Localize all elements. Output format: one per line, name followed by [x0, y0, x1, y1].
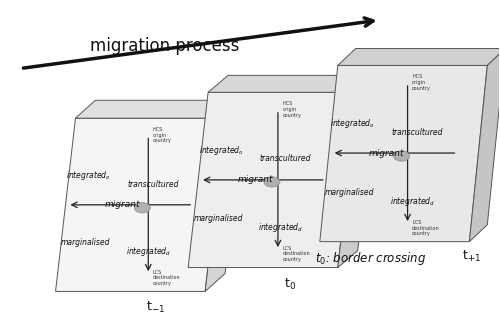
Text: transcultured: transcultured [260, 155, 311, 163]
Text: transcultured: transcultured [392, 128, 443, 137]
Text: integrated$_d$: integrated$_d$ [126, 245, 171, 258]
Polygon shape [56, 118, 225, 292]
Polygon shape [470, 49, 500, 242]
Text: integrated$_o$: integrated$_o$ [66, 169, 111, 182]
Polygon shape [205, 100, 245, 292]
Circle shape [264, 177, 280, 187]
Polygon shape [208, 75, 378, 92]
Text: LCS
destination
country: LCS destination country [282, 246, 310, 262]
Text: t$_{-1}$: t$_{-1}$ [146, 300, 165, 315]
Text: t$_{+1}$: t$_{+1}$ [462, 249, 481, 264]
Text: $t_0$: border crossing: $t_0$: border crossing [315, 250, 426, 267]
Text: LCS
destination
country: LCS destination country [153, 270, 180, 286]
Text: migrant: migrant [369, 148, 404, 157]
Polygon shape [320, 65, 488, 242]
Text: HCS
origin
country: HCS origin country [282, 101, 302, 118]
Text: integrated$_o$: integrated$_o$ [330, 117, 375, 130]
Text: integrated$_o$: integrated$_o$ [198, 144, 244, 156]
Text: integrated$_d$: integrated$_d$ [390, 195, 435, 208]
Text: LCS
destination
country: LCS destination country [412, 220, 440, 237]
Text: HCS
origin
country: HCS origin country [412, 74, 431, 91]
Text: t$_{0}$: t$_{0}$ [284, 277, 296, 292]
Text: migrant: migrant [238, 175, 273, 184]
Text: HCS
origin
country: HCS origin country [153, 127, 172, 144]
Circle shape [394, 151, 409, 161]
Circle shape [134, 202, 150, 213]
Text: marginalised: marginalised [194, 214, 243, 223]
Polygon shape [188, 92, 358, 268]
Text: transcultured: transcultured [127, 179, 178, 189]
Text: integrated$_d$: integrated$_d$ [258, 221, 304, 234]
Polygon shape [76, 100, 245, 118]
Text: marginalised: marginalised [325, 188, 374, 197]
Polygon shape [338, 75, 378, 268]
Polygon shape [338, 49, 500, 65]
Text: marginalised: marginalised [60, 238, 110, 248]
Text: migration process: migration process [90, 37, 240, 55]
Text: migrant: migrant [105, 200, 140, 209]
